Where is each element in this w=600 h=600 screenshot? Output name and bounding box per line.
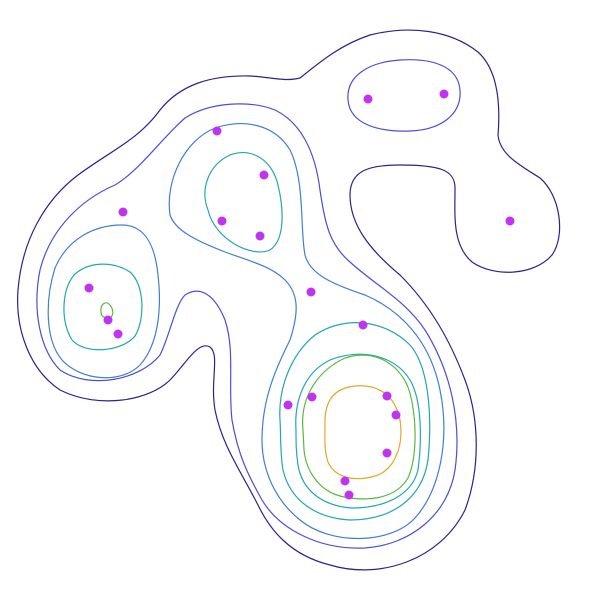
data-point-10: [306, 287, 316, 297]
data-point-8: [255, 231, 265, 241]
contour-level-6-bottom: [324, 385, 402, 480]
data-point-9: [84, 283, 94, 293]
data-point-4: [259, 170, 269, 180]
contour-level-4-center-top: [204, 152, 283, 253]
contour-level-4-bottom: [279, 322, 431, 521]
contour-level-5-left-spot: [100, 302, 114, 319]
contour-level-4b-bottom: [295, 353, 421, 509]
data-point-12: [113, 329, 123, 339]
contour-level-4-left: [63, 263, 143, 351]
data-point-7: [217, 216, 227, 226]
contour-level-2-left: [36, 103, 458, 549]
data-points: [84, 89, 515, 500]
data-point-2: [439, 89, 449, 99]
data-point-6: [505, 216, 515, 226]
contour-level-3-center: [168, 123, 445, 540]
contour-level-1-main: [17, 29, 561, 571]
contour-level-5-bottom: [302, 354, 416, 500]
contour-level-2-right-top: [347, 59, 461, 132]
contour-level-3-left: [47, 224, 160, 379]
data-point-17: [391, 410, 401, 420]
data-point-5: [118, 207, 128, 217]
data-point-1: [363, 94, 373, 104]
data-point-13: [358, 320, 368, 330]
data-point-16: [283, 400, 293, 410]
data-point-11: [103, 315, 113, 325]
data-point-15: [382, 391, 392, 401]
data-point-20: [344, 490, 354, 500]
data-point-14: [307, 392, 317, 402]
data-point-3: [212, 126, 222, 136]
data-point-18: [382, 448, 392, 458]
data-point-19: [340, 476, 350, 486]
